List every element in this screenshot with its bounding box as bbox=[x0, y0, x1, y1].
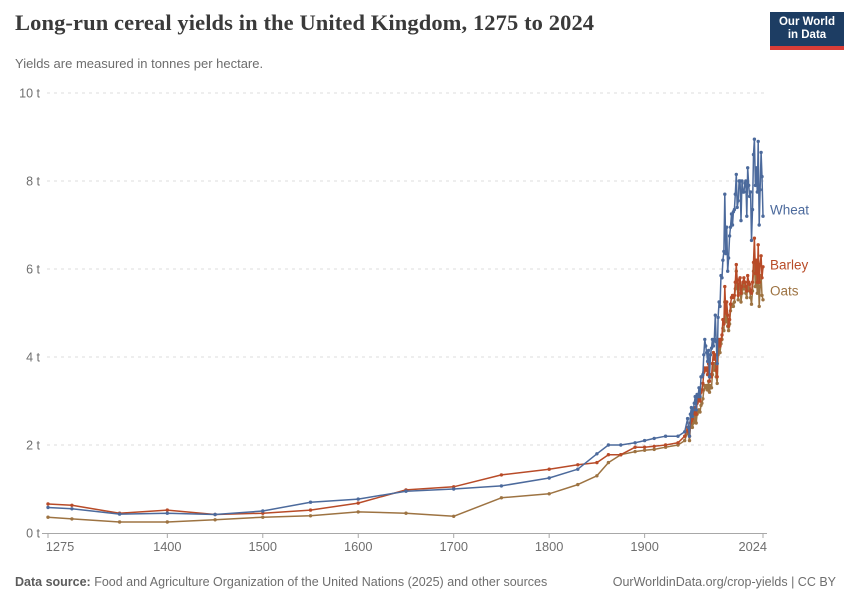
chart-footer: Data source: Food and Agriculture Organi… bbox=[15, 575, 836, 589]
chart-area[interactable]: 0 t 2 t 4 t 6 t 8 t 10 t 1275 1400 1500 1600 1700 1… bbox=[0, 80, 850, 560]
y-tick-label: 10 t bbox=[19, 87, 40, 101]
barley-line bbox=[47, 237, 764, 516]
y-tick-label: 2 t bbox=[26, 439, 40, 453]
owid-logo-line2: in Data bbox=[787, 29, 827, 41]
owid-logo-line1: Our World bbox=[778, 16, 835, 28]
series-label-wheat: Wheat bbox=[770, 203, 809, 218]
y-tick-label: 8 t bbox=[26, 175, 40, 189]
data-source-text: Data source: Food and Agriculture Organi… bbox=[15, 575, 548, 589]
wheat-line bbox=[47, 138, 764, 516]
x-tick-label: 1900 bbox=[630, 539, 658, 554]
x-tick-label: 1400 bbox=[153, 539, 181, 554]
series-label-oats: Oats bbox=[770, 283, 799, 298]
x-tick-label: 1275 bbox=[46, 539, 74, 554]
x-tick-label: 1500 bbox=[249, 539, 277, 554]
credit-link[interactable]: OurWorldinData.org/crop-yields bbox=[612, 575, 788, 589]
series-label-barley: Barley bbox=[770, 257, 809, 272]
page-title: Long-run cereal yields in the United Kin… bbox=[15, 10, 595, 35]
series-wheat[interactable]: Wheat bbox=[46, 137, 809, 517]
chart-subtitle: Yields are measured in tonnes per hectar… bbox=[15, 56, 264, 71]
y-tick-label: 6 t bbox=[26, 263, 40, 277]
credit-text: OurWorldinData.org/crop-yields | CC BY bbox=[612, 575, 836, 589]
line-chart[interactable]: 0 t 2 t 4 t 6 t 8 t 10 t 1275 1400 1500 1600 1700 1… bbox=[0, 80, 850, 560]
series-barley[interactable]: Barley bbox=[46, 236, 809, 517]
series-oats[interactable]: Oats bbox=[46, 262, 799, 524]
x-tick-label: 1600 bbox=[344, 539, 372, 554]
y-tick-label: 0 t bbox=[26, 527, 40, 541]
x-tick-label: 1800 bbox=[535, 539, 563, 554]
license-link[interactable]: CC BY bbox=[797, 575, 836, 589]
oats-line bbox=[47, 263, 764, 523]
x-tick-label: 1700 bbox=[439, 539, 467, 554]
y-tick-label: 4 t bbox=[26, 351, 40, 365]
data-source-label: Data source: bbox=[15, 575, 91, 589]
x-tick-label: 2024 bbox=[739, 539, 767, 554]
owid-logo[interactable]: Our World in Data bbox=[770, 12, 844, 50]
